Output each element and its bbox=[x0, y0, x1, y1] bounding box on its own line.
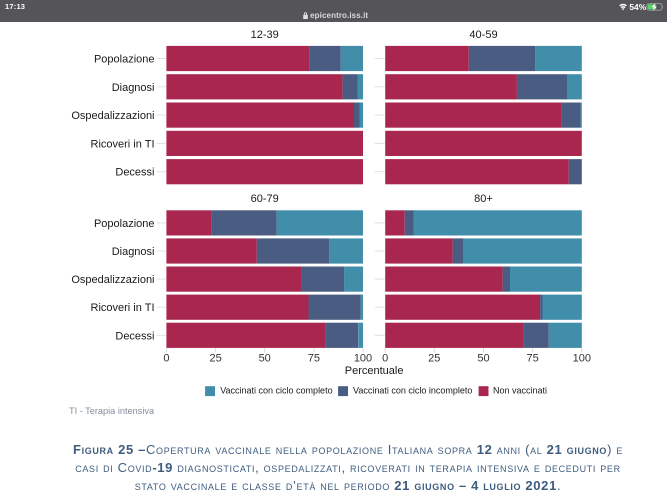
svg-text:100: 100 bbox=[573, 353, 591, 365]
svg-text:0: 0 bbox=[382, 353, 388, 365]
svg-text:Vaccinati con ciclo completo: Vaccinati con ciclo completo bbox=[220, 386, 332, 396]
svg-text:50: 50 bbox=[477, 353, 489, 365]
svg-text:25: 25 bbox=[209, 353, 221, 365]
svg-text:54%: 54% bbox=[629, 2, 646, 12]
svg-text:100: 100 bbox=[354, 353, 372, 365]
svg-text:Ricoveri in TI: Ricoveri in TI bbox=[91, 138, 155, 150]
svg-text:Decessi: Decessi bbox=[115, 167, 154, 179]
svg-text:Diagnosi: Diagnosi bbox=[112, 82, 155, 94]
svg-text:Ospedalizzazioni: Ospedalizzazioni bbox=[71, 274, 154, 286]
svg-text:Popolazione: Popolazione bbox=[94, 54, 155, 66]
svg-text:80+: 80+ bbox=[474, 193, 493, 205]
svg-text:Vaccinati con ciclo incompleto: Vaccinati con ciclo incompleto bbox=[353, 386, 472, 396]
svg-text:Diagnosi: Diagnosi bbox=[112, 246, 155, 258]
svg-text:25: 25 bbox=[428, 353, 440, 365]
svg-text:40-59: 40-59 bbox=[469, 29, 497, 41]
svg-text:75: 75 bbox=[308, 353, 320, 365]
svg-text:75: 75 bbox=[526, 353, 538, 365]
svg-text:Ricoveri in TI: Ricoveri in TI bbox=[91, 302, 155, 314]
svg-text:Percentuale: Percentuale bbox=[345, 365, 404, 377]
svg-text:Non vaccinati: Non vaccinati bbox=[493, 386, 547, 396]
svg-text:Ospedalizzazioni: Ospedalizzazioni bbox=[71, 110, 154, 122]
svg-text:60-79: 60-79 bbox=[251, 193, 279, 205]
svg-text:Decessi: Decessi bbox=[115, 330, 154, 342]
svg-text:12-39: 12-39 bbox=[251, 29, 279, 41]
svg-text:Popolazione: Popolazione bbox=[94, 218, 155, 230]
svg-text:50: 50 bbox=[259, 353, 271, 365]
svg-text:0: 0 bbox=[163, 353, 169, 365]
